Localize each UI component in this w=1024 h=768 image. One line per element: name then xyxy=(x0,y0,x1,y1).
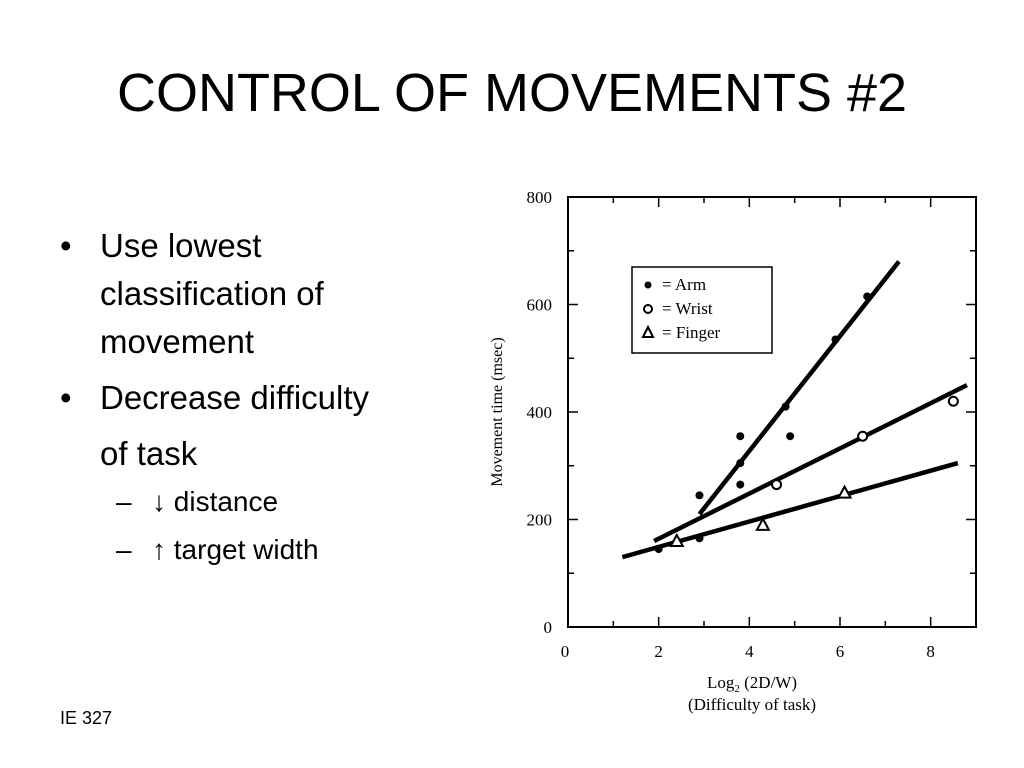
bullet-line: Use lowest xyxy=(100,227,262,264)
data-point-arm xyxy=(736,459,745,468)
data-point-arm xyxy=(736,432,745,441)
sub-bullet-item: – ↓ distance xyxy=(60,478,460,526)
movement-time-chart: 0 200 400 600 800 0 2 4 6 8 Movement time (msec) Lo… xyxy=(489,188,977,714)
fit-line-wrist xyxy=(653,383,968,544)
x-tick-label: 0 xyxy=(561,642,570,661)
data-point-arm xyxy=(781,402,790,411)
legend-marker-finger xyxy=(641,324,655,338)
bullet-line: classification of xyxy=(100,275,324,312)
sub-bullet-item: – ↑ target width xyxy=(60,526,460,574)
bullet-item: • Use lowest classification of movement xyxy=(60,222,460,366)
x-axis-label: Log2 (2D/W) xyxy=(707,673,797,695)
data-point-arm xyxy=(831,335,840,344)
sub-bullet-marker: – xyxy=(116,486,132,517)
y-tick-label: 400 xyxy=(527,403,553,422)
bullet-line: Decrease difficulty xyxy=(100,379,370,416)
data-point-wrist xyxy=(771,479,783,491)
x-tick-label: 6 xyxy=(836,642,845,661)
slide-title: CONTROL OF MOVEMENTS #2 xyxy=(116,63,908,123)
data-point-arm xyxy=(695,534,704,543)
data-point-wrist xyxy=(857,430,869,442)
data-point-arm xyxy=(786,432,795,441)
bullet-line: movement xyxy=(100,323,255,360)
legend-marker-wrist xyxy=(643,304,653,314)
data-point-finger xyxy=(755,516,771,531)
bullet-marker: • xyxy=(60,379,72,416)
legend-box xyxy=(631,266,773,354)
data-point-wrist xyxy=(947,395,959,407)
sub-bullet-text: ↓ distance xyxy=(152,486,279,517)
data-point-arm xyxy=(654,545,663,554)
bullet-item: • Decrease difficulty of task xyxy=(60,374,460,478)
legend-label: = Wrist xyxy=(662,299,713,318)
bullet-marker: • xyxy=(60,227,72,264)
data-point-finger xyxy=(836,484,853,499)
y-tick-label: 800 xyxy=(527,188,553,207)
data-point-finger xyxy=(669,532,685,547)
legend-label: = Arm xyxy=(662,275,706,294)
x-axis-label-2: (Difficulty of task) xyxy=(688,695,816,714)
slide-footer: IE 327 xyxy=(60,708,113,728)
sub-bullet-text: ↑ target width xyxy=(152,534,319,565)
y-tick-label: 200 xyxy=(527,511,553,530)
y-tick-label: 0 xyxy=(544,618,553,637)
y-tick-label: 600 xyxy=(527,296,553,315)
data-point-arm xyxy=(736,480,745,489)
bullet-line: of task xyxy=(100,435,198,472)
bullet-list: • Use lowest classification of movement … xyxy=(60,222,460,574)
legend-label: = Finger xyxy=(662,323,721,342)
legend-marker-arm xyxy=(644,281,652,289)
x-tick-label: 8 xyxy=(926,642,935,661)
x-tick-label: 2 xyxy=(654,642,663,661)
fit-line-arm xyxy=(697,260,901,516)
data-point-arm xyxy=(863,292,872,301)
sub-bullet-marker: – xyxy=(116,534,132,565)
y-axis-label: Movement time (msec) xyxy=(489,337,506,486)
x-tick-label: 4 xyxy=(745,642,754,661)
data-point-arm xyxy=(695,491,704,500)
